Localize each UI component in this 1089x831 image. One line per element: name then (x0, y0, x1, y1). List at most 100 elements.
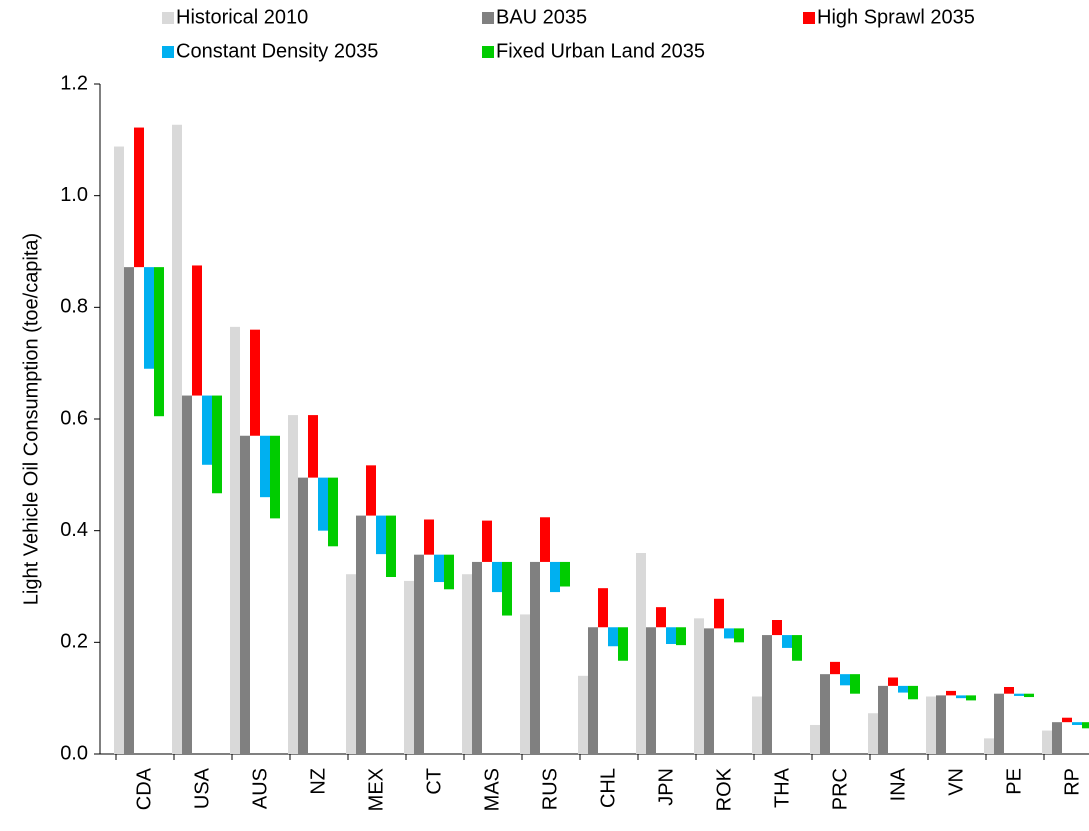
bar (694, 618, 704, 754)
bar (714, 598, 724, 629)
bar (598, 588, 608, 628)
bar (202, 395, 212, 465)
bar (444, 554, 454, 590)
bar (250, 329, 260, 436)
x-tick-label: CHL (597, 768, 619, 808)
bar (984, 738, 994, 754)
bar (182, 395, 192, 754)
bar (318, 477, 328, 531)
bar (414, 554, 424, 754)
bar (908, 685, 918, 700)
bar (270, 435, 280, 519)
bar (656, 607, 666, 628)
bar (386, 515, 396, 578)
bar (240, 435, 250, 754)
bar (260, 435, 270, 498)
legend-label: BAU 2035 (496, 6, 587, 28)
bar (144, 267, 154, 369)
bar (734, 628, 744, 643)
y-axis-label: Light Vehicle Oil Consumption (toe/capit… (20, 233, 42, 605)
legend-swatch (803, 12, 815, 24)
bar (830, 661, 840, 675)
bar (772, 620, 782, 636)
bar (1024, 693, 1034, 698)
x-tick-label: VN (945, 768, 967, 796)
bar (376, 515, 386, 555)
x-tick-label: USA (191, 767, 213, 809)
bar (646, 627, 656, 754)
x-tick-label: AUS (249, 768, 271, 809)
bar (840, 674, 850, 686)
y-tick-label: 0.4 (60, 519, 88, 541)
bar (888, 677, 898, 686)
y-tick-label: 0.0 (60, 742, 88, 764)
bar (462, 574, 472, 754)
legend-swatch (482, 12, 494, 24)
legend-swatch (162, 46, 174, 58)
bar (212, 395, 222, 494)
bar (172, 124, 182, 755)
bar (492, 561, 502, 593)
y-tick-label: 0.2 (60, 631, 88, 653)
bar (1082, 722, 1089, 729)
bar (578, 675, 588, 754)
bar (936, 695, 946, 754)
x-tick-label: JPN (655, 768, 677, 806)
bar (946, 690, 956, 696)
bar (434, 554, 444, 583)
bar (288, 415, 298, 754)
x-tick-label: INA (887, 767, 909, 801)
bar (618, 627, 628, 661)
bar (782, 635, 792, 648)
bar (114, 146, 124, 755)
bar (1072, 722, 1082, 725)
bar (724, 628, 734, 639)
bar (792, 635, 802, 661)
legend-label: Historical 2010 (176, 6, 308, 28)
bar (356, 515, 366, 754)
bar (154, 267, 164, 417)
bar (850, 674, 860, 694)
bar (298, 477, 308, 754)
legend-label: Constant Density 2035 (176, 40, 378, 62)
bar (230, 326, 240, 754)
bar (966, 695, 976, 701)
bar (366, 465, 376, 516)
x-tick-label: CT (423, 768, 445, 795)
bar (472, 561, 482, 754)
bar (752, 696, 762, 754)
bar (704, 628, 714, 754)
bar (666, 627, 676, 645)
bar (676, 627, 686, 646)
bar (820, 674, 830, 754)
bar (608, 627, 618, 647)
bar (550, 561, 560, 593)
x-tick-label: RUS (539, 768, 561, 810)
bar (134, 127, 144, 268)
bar (1014, 693, 1024, 696)
bar (636, 553, 646, 754)
bar (346, 574, 356, 754)
x-tick-label: PRC (829, 768, 851, 810)
bar (560, 561, 570, 587)
bar (520, 614, 530, 754)
bar (1004, 687, 1014, 694)
y-tick-label: 0.8 (60, 296, 88, 318)
bar (124, 267, 134, 754)
y-tick-label: 1.2 (60, 72, 88, 94)
legend-swatch (162, 12, 174, 24)
bar (308, 415, 318, 478)
legend-swatch (482, 46, 494, 58)
x-tick-label: NZ (307, 768, 329, 795)
bar (502, 561, 512, 616)
bar (868, 713, 878, 754)
bar (1062, 717, 1072, 723)
x-tick-label: MEX (365, 768, 387, 811)
bar (994, 693, 1004, 754)
bar (898, 685, 908, 693)
x-tick-label: THA (771, 767, 793, 808)
y-tick-label: 0.6 (60, 407, 88, 429)
bar (878, 685, 888, 754)
